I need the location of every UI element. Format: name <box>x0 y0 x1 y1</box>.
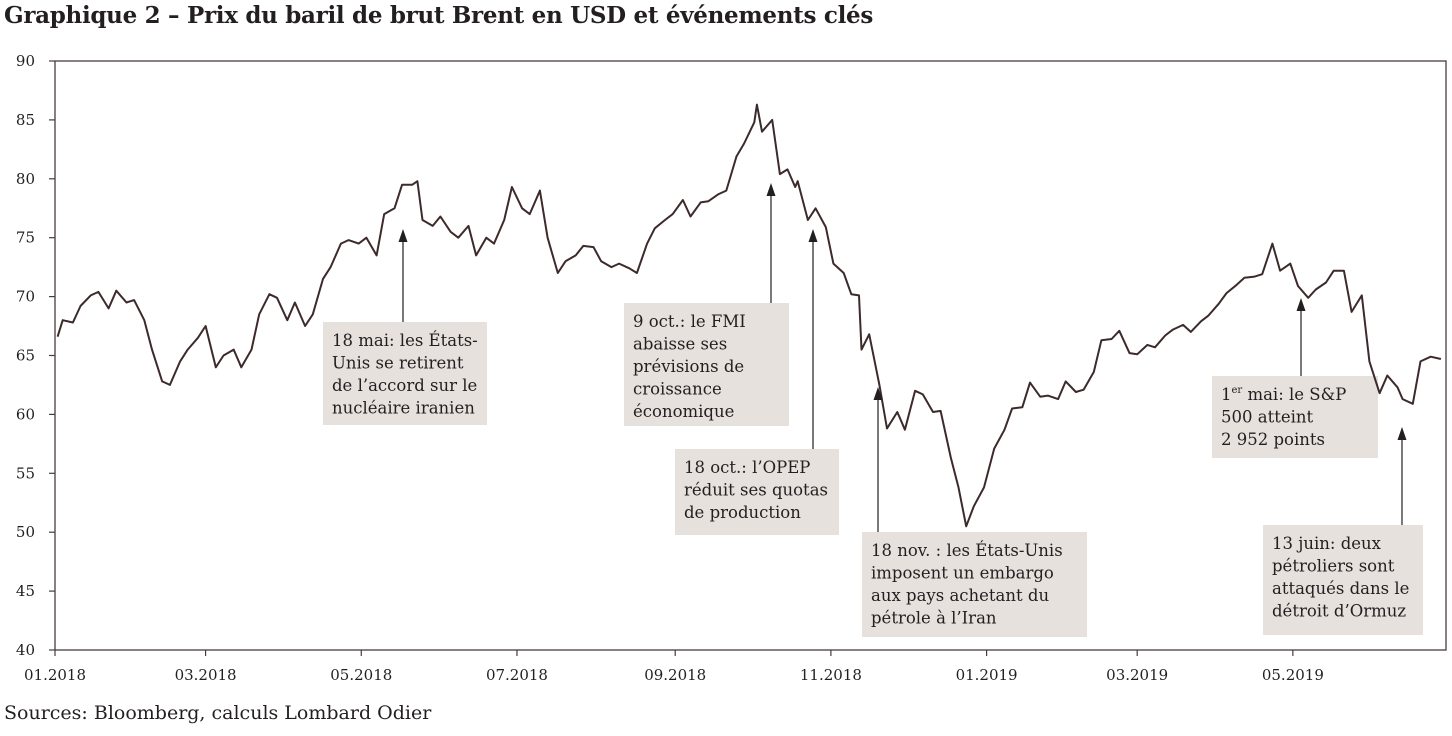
x-tick-label: 01.2019 <box>956 666 1018 684</box>
x-tick-label: 05.2018 <box>330 666 392 684</box>
annotation-text: croissance <box>633 380 722 399</box>
axes: 40 45 50 55 60 65 70 75 80 85 90 01.2018 03.2018 05.2… <box>16 52 1447 684</box>
chart-title: Graphique 2 – Prix du baril de brut Bren… <box>4 2 873 29</box>
annotation-text: 2 952 points <box>1221 430 1325 449</box>
annotation-text: 18 nov. : les États-Unis <box>871 540 1063 560</box>
y-tick-label: 40 <box>16 641 35 659</box>
annotation-arrowhead <box>1397 427 1407 440</box>
annotation-text: nucléaire iranien <box>332 399 475 418</box>
y-tick-label: 90 <box>16 52 35 70</box>
annotation-box <box>624 303 789 426</box>
annotation-text: de production <box>684 503 801 522</box>
annotation-text: de l’accord sur le <box>332 376 477 395</box>
x-tick-label: 09.2018 <box>644 666 706 684</box>
annotation-arrowhead <box>766 183 776 196</box>
annotation-text: aux pays achetant du <box>871 586 1049 605</box>
annotation-text: Unis se retirent <box>332 354 464 373</box>
annotation-arrowhead <box>873 387 883 400</box>
annotation-box <box>862 532 1087 637</box>
annotation-text: 9 oct.: le FMI <box>633 312 746 331</box>
x-tick-label: 03.2018 <box>175 666 237 684</box>
y-tick-label: 55 <box>16 464 35 482</box>
annotation-box <box>323 322 487 425</box>
annotation-arrowhead <box>1296 298 1306 311</box>
annotation-text: 18 oct.: l’OPEP <box>684 458 810 477</box>
annotation-text: 13 juin: deux <box>1272 534 1382 553</box>
annotation-box <box>675 449 839 535</box>
y-tick-label: 50 <box>16 523 35 541</box>
annotation-text: 18 mai: les États- <box>332 330 478 350</box>
annotation-text: réduit ses quotas <box>684 481 828 500</box>
x-tick-label: 03.2019 <box>1106 666 1168 684</box>
series-layer <box>56 103 1442 528</box>
annotation-arrowhead <box>808 229 818 242</box>
x-tick-label: 07.2018 <box>486 666 548 684</box>
annotation-box <box>1263 525 1423 635</box>
annotation-texts: 18 mai: les États- Unis se retirent de l’a… <box>332 312 1409 628</box>
y-tick-label: 65 <box>16 347 35 365</box>
annotation-text: 1er mai: le S&P <box>1221 385 1346 404</box>
annotation-text: abaisse ses <box>633 335 727 354</box>
y-tick-label: 45 <box>16 582 35 600</box>
y-tick-label: 85 <box>16 111 35 129</box>
chart-source: Sources: Bloomberg, calculs Lombard Odie… <box>4 702 432 724</box>
y-tick-label: 75 <box>16 229 35 247</box>
annotation-text: imposent un embargo <box>871 564 1054 583</box>
annotation-text: détroit d’Ormuz <box>1272 602 1406 621</box>
annotation-arrows <box>398 183 1407 532</box>
y-tick-label: 80 <box>16 170 35 188</box>
annotation-text: pétroliers sont <box>1272 557 1395 576</box>
annotation-text: prévisions de <box>633 357 744 376</box>
x-tick-label: 01.2018 <box>24 666 86 684</box>
annotation-text: 500 atteint <box>1221 408 1314 427</box>
annotation-boxes <box>323 303 1423 637</box>
annotation-text: économique <box>633 402 734 421</box>
annotation-text: attaqués dans le <box>1272 579 1409 598</box>
annotation-box <box>1212 376 1378 458</box>
y-tick-label: 60 <box>16 405 35 423</box>
series-line <box>56 103 1442 528</box>
x-tick-label: 11.2018 <box>800 666 862 684</box>
annotation-text: pétrole à l’Iran <box>871 609 997 628</box>
annotation-arrowhead <box>398 229 408 242</box>
x-tick-label: 05.2019 <box>1262 666 1324 684</box>
y-tick-label: 70 <box>16 288 35 306</box>
